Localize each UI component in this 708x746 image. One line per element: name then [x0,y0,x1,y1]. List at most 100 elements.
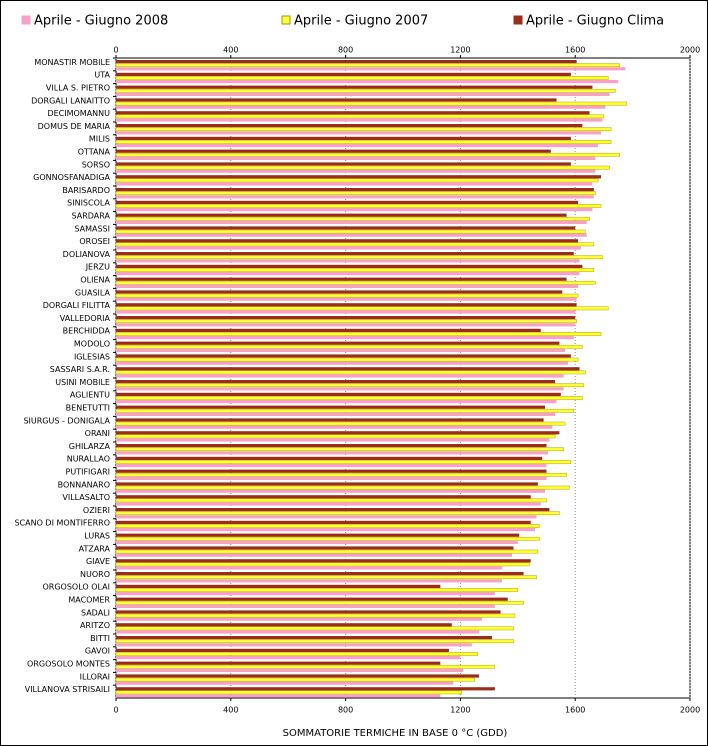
y-tick-label: VILLANOVA STRISAILI [25,685,110,694]
y-tick-label: ORGOSOLO MONTES [27,660,110,669]
bar [116,400,557,404]
y-tick-label: DORGALI FILITTA [43,301,111,310]
x-tick-label: 400 [223,46,238,55]
y-tick-label: GIAVE [86,557,110,566]
bar [115,690,463,695]
bar [116,495,531,499]
y-tick-label: GONNOSFANADIGA [33,173,110,182]
bar [115,178,599,183]
y-tick-label: JERZU [85,263,110,272]
bar [116,72,571,76]
bar [116,687,495,691]
bar [115,511,560,516]
bar [116,367,580,371]
bar [115,216,590,221]
bar [115,549,539,554]
y-tick-label: MONASTIR MOBILE [34,58,110,67]
y-tick-label: AGLIENTU [70,391,110,400]
bar [115,63,620,68]
bar [116,341,560,345]
bar [115,460,572,464]
y-tick-label: SCANO DI MONTIFERRO [14,519,110,528]
x-tick-label: 800 [338,46,353,55]
bar [116,323,576,327]
y-tick-label: OLIENA [80,276,110,285]
bar [115,319,577,324]
bar [116,425,553,429]
y-tick-label: USINI MOBILE [55,378,110,387]
y-tick-label: ORGOSOLO OLAI [42,583,110,592]
legend-label: Aprile - Giugno 2007 [294,14,428,29]
bar [115,421,566,426]
bar [116,98,557,102]
bar [116,681,454,685]
y-tick-label: PUTIFIGARI [66,468,110,477]
y-tick-label: MILIS [89,135,110,144]
bar [116,533,520,537]
legend-label: Aprile - Giugno Clima [526,14,664,29]
bar [116,520,531,524]
y-tick-label: MODOLO [74,340,110,349]
x-tick-label: 1200 [450,706,470,715]
x-tick-label: 800 [338,706,353,715]
y-tick-label: SORSO [82,160,110,169]
y-tick-label: BERCHIDDA [63,327,111,336]
bar [116,405,546,409]
bar [116,85,593,89]
bar [116,387,564,391]
y-tick-label: GUASILA [75,288,111,297]
bar [116,67,626,71]
bar [116,182,593,186]
bar [116,105,606,109]
bar [115,76,609,80]
bar [115,114,605,119]
bar [116,246,581,250]
y-tick-label: MACOMER [68,596,110,605]
y-tick-label: ARITZO [80,621,110,630]
bar [115,255,603,260]
bar [115,626,514,631]
bar [116,297,577,301]
bar [115,524,540,528]
x-tick-label: 0 [113,706,118,715]
bar [116,572,524,576]
bar [116,456,543,460]
bar [116,515,537,519]
bar [116,233,587,237]
bar [116,489,546,493]
y-tick-label: DOMUS DE MARIA [38,122,111,131]
bar [116,528,536,532]
bar [115,152,620,157]
bar [115,293,579,298]
y-tick-label: SASSARI S.A.R. [50,365,110,374]
y-tick-label: SARDARA [72,212,111,221]
bar [115,588,519,592]
bar [116,80,619,84]
legend-label: Aprile - Giugno 2008 [34,14,168,29]
bar [116,418,544,422]
bar [115,191,596,196]
bar [116,354,571,358]
y-tick-label: VILLASALTO [62,493,110,502]
y-tick-label: SIURGUS - DONIGALA [23,416,110,425]
x-tick-label: 0 [113,46,118,55]
bar [115,575,537,580]
y-tick-label: GHILARZA [69,442,111,451]
bar [116,195,594,199]
bar [115,498,547,503]
bar [116,648,449,652]
bar [116,438,550,442]
y-tick-label: ORANI [85,429,110,438]
bar [115,536,540,541]
bar [116,374,564,378]
bar [116,668,464,672]
bar [116,476,547,480]
bar [116,316,576,320]
bar [115,652,478,656]
y-tick-label: BARISARDO [62,186,110,195]
bar [116,169,596,173]
bar [116,220,587,224]
bar [115,613,516,618]
bar [115,447,564,452]
bar [116,361,569,365]
